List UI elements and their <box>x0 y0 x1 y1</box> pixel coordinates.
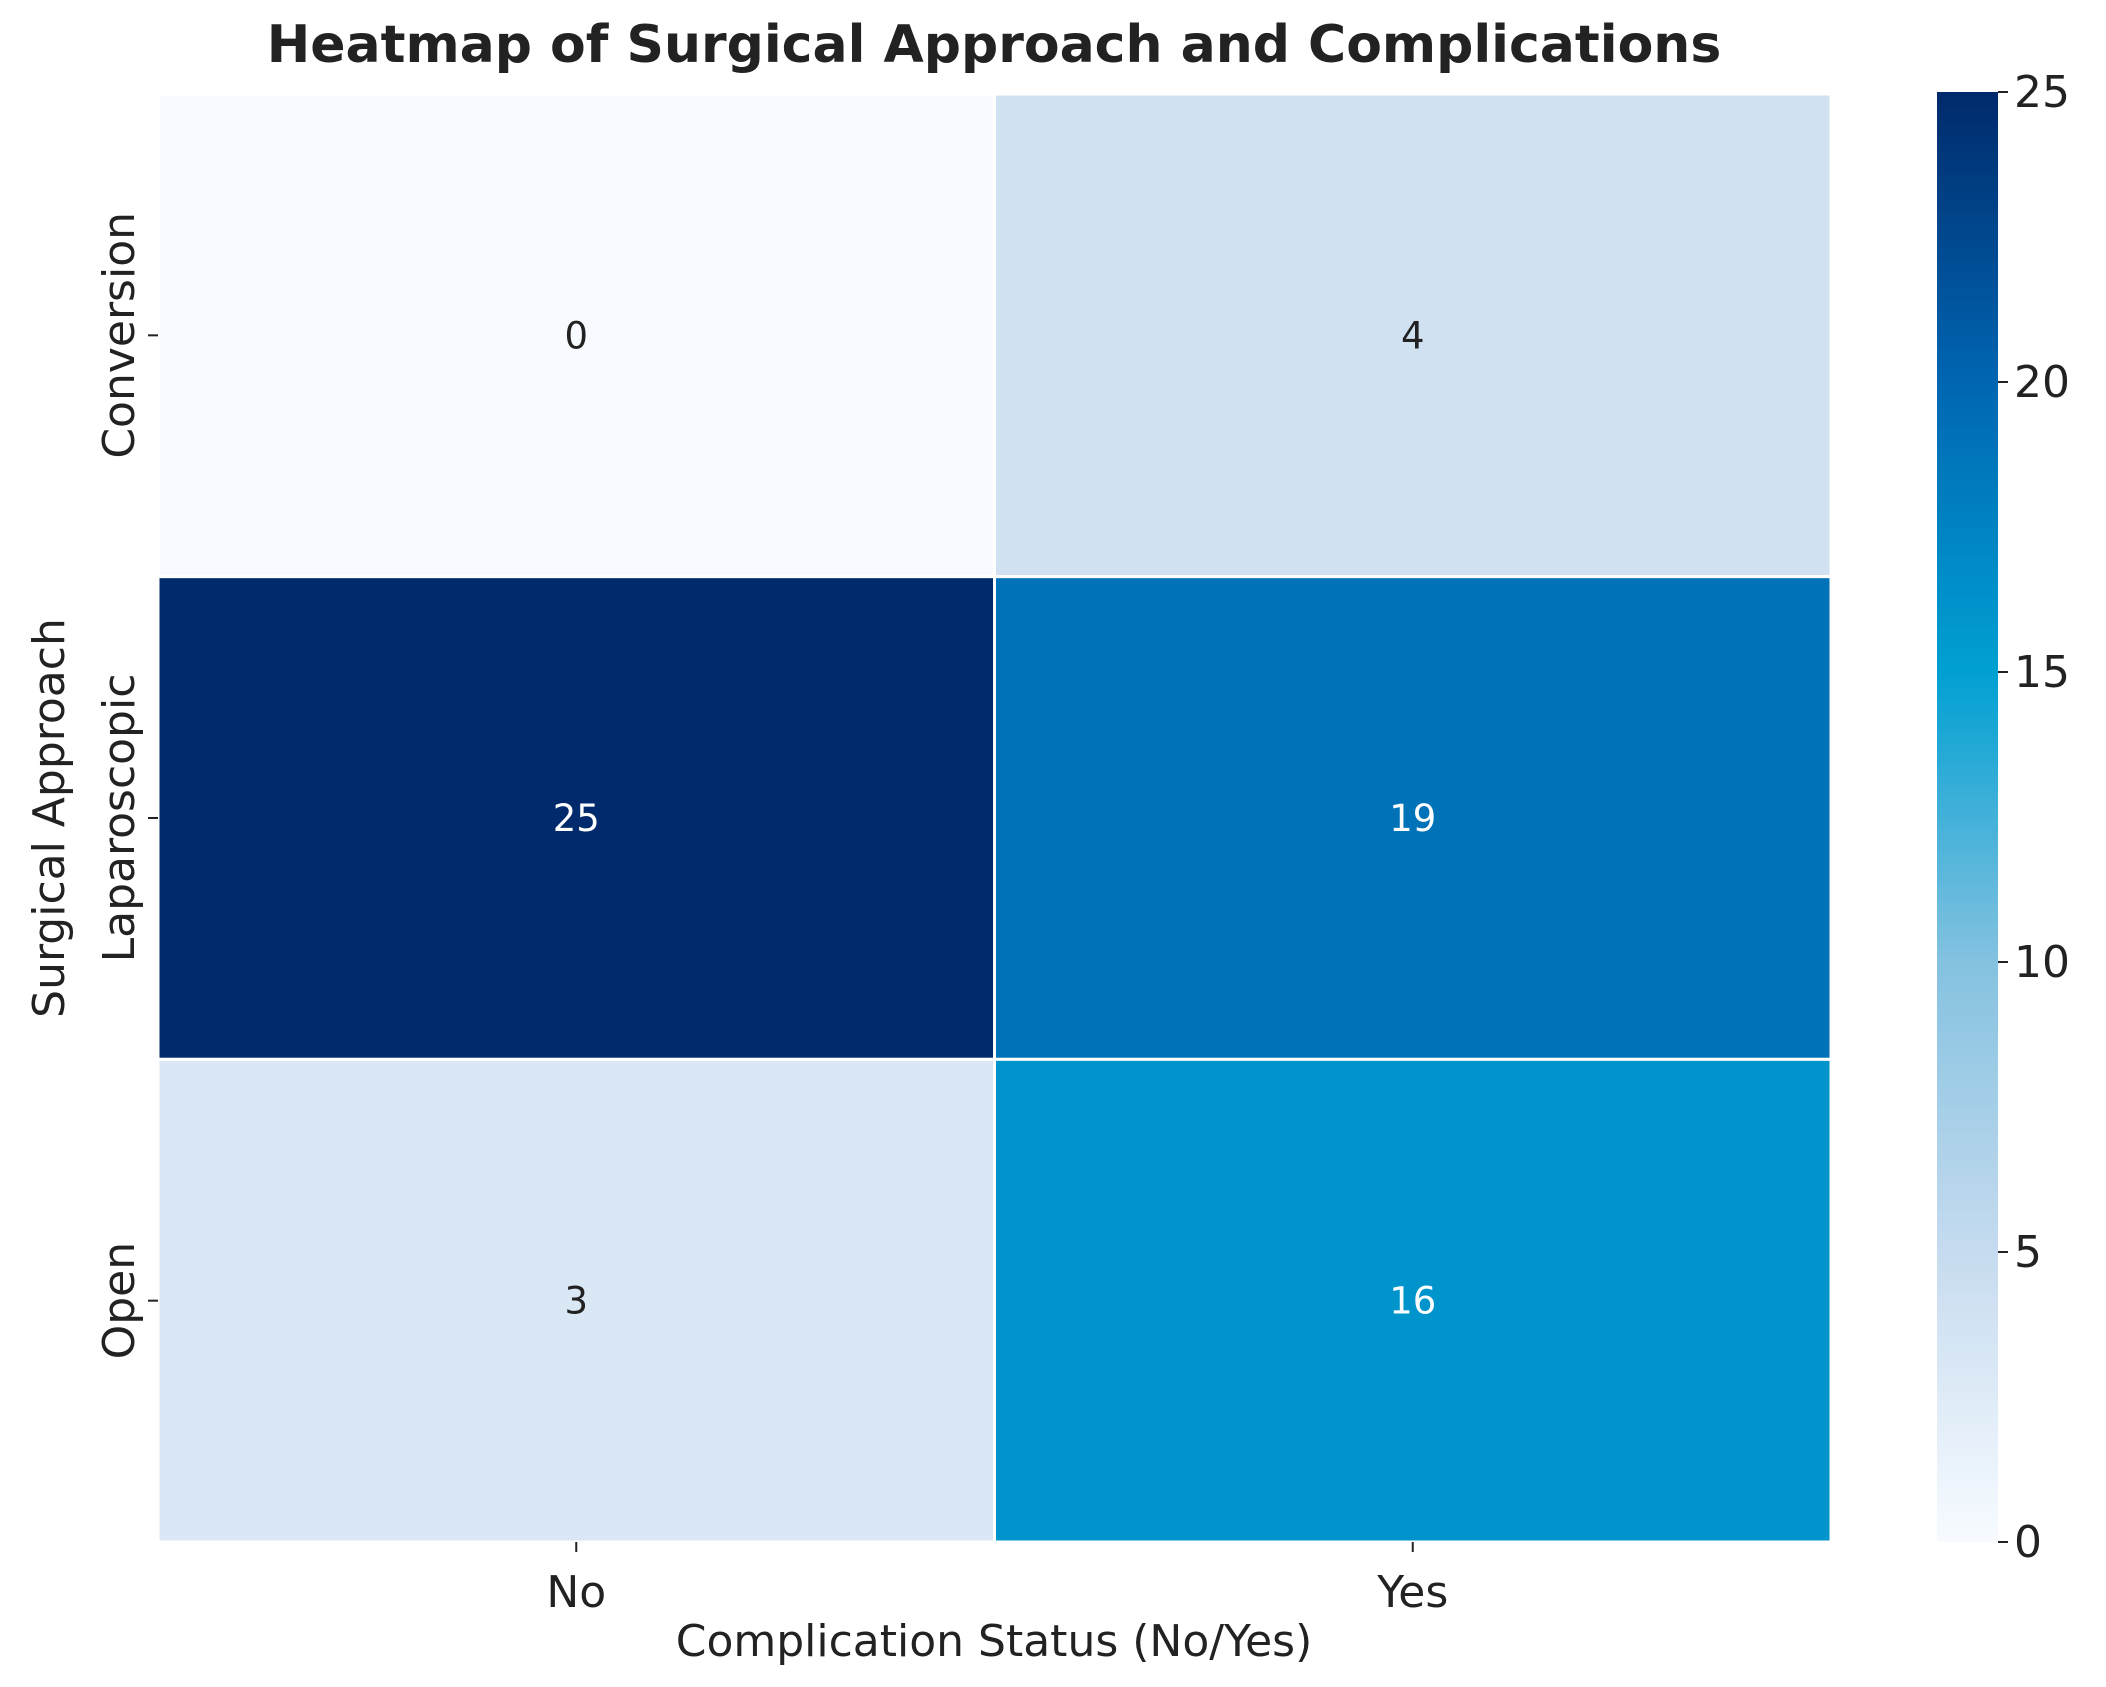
cell-annotation: 3 <box>564 1280 588 1323</box>
colorbar-tick-label: 15 <box>2014 647 2070 698</box>
y-tick-label: Laparoscopic <box>94 674 145 963</box>
heatmap-cell <box>993 575 1833 1061</box>
heatmap-cell <box>156 1057 996 1544</box>
colorbar-tick-label: 5 <box>2014 1227 2042 1278</box>
colorbar-ticks: 0 5 10 15 20 25 <box>1998 67 2070 1568</box>
cell-annotation: 16 <box>1389 1280 1436 1323</box>
cell-annotation: 25 <box>553 797 600 840</box>
x-tick-label: Yes <box>1376 1567 1448 1618</box>
cell-annotation: 0 <box>564 314 588 357</box>
x-axis: No Yes <box>546 1542 1448 1618</box>
y-tick-label: Conversion <box>94 212 145 459</box>
heatmap-cells: 0 4 25 19 3 16 <box>156 92 1833 1544</box>
heatmap-cell <box>156 92 996 579</box>
chart-title: Heatmap of Surgical Approach and Complic… <box>267 15 1722 75</box>
colorbar <box>1937 92 1998 1542</box>
cell-annotation: 19 <box>1389 797 1436 840</box>
x-axis-label: Complication Status (No/Yes) <box>676 1616 1313 1667</box>
heatmap-cell <box>993 1057 1833 1544</box>
y-tick-label: Open <box>94 1242 145 1360</box>
heatmap-cell <box>156 575 996 1061</box>
x-tick-label: No <box>546 1567 606 1618</box>
colorbar-tick-label: 10 <box>2014 937 2070 988</box>
colorbar-tick-label: 0 <box>2014 1517 2042 1568</box>
y-axis: Conversion Laparoscopic Open <box>94 212 158 1359</box>
cell-annotation: 4 <box>1401 314 1425 357</box>
y-axis-label: Surgical Approach <box>24 618 75 1018</box>
colorbar-tick-label: 25 <box>2014 67 2070 118</box>
colorbar-tick-label: 20 <box>2014 357 2070 408</box>
heatmap-cell <box>993 92 1833 579</box>
